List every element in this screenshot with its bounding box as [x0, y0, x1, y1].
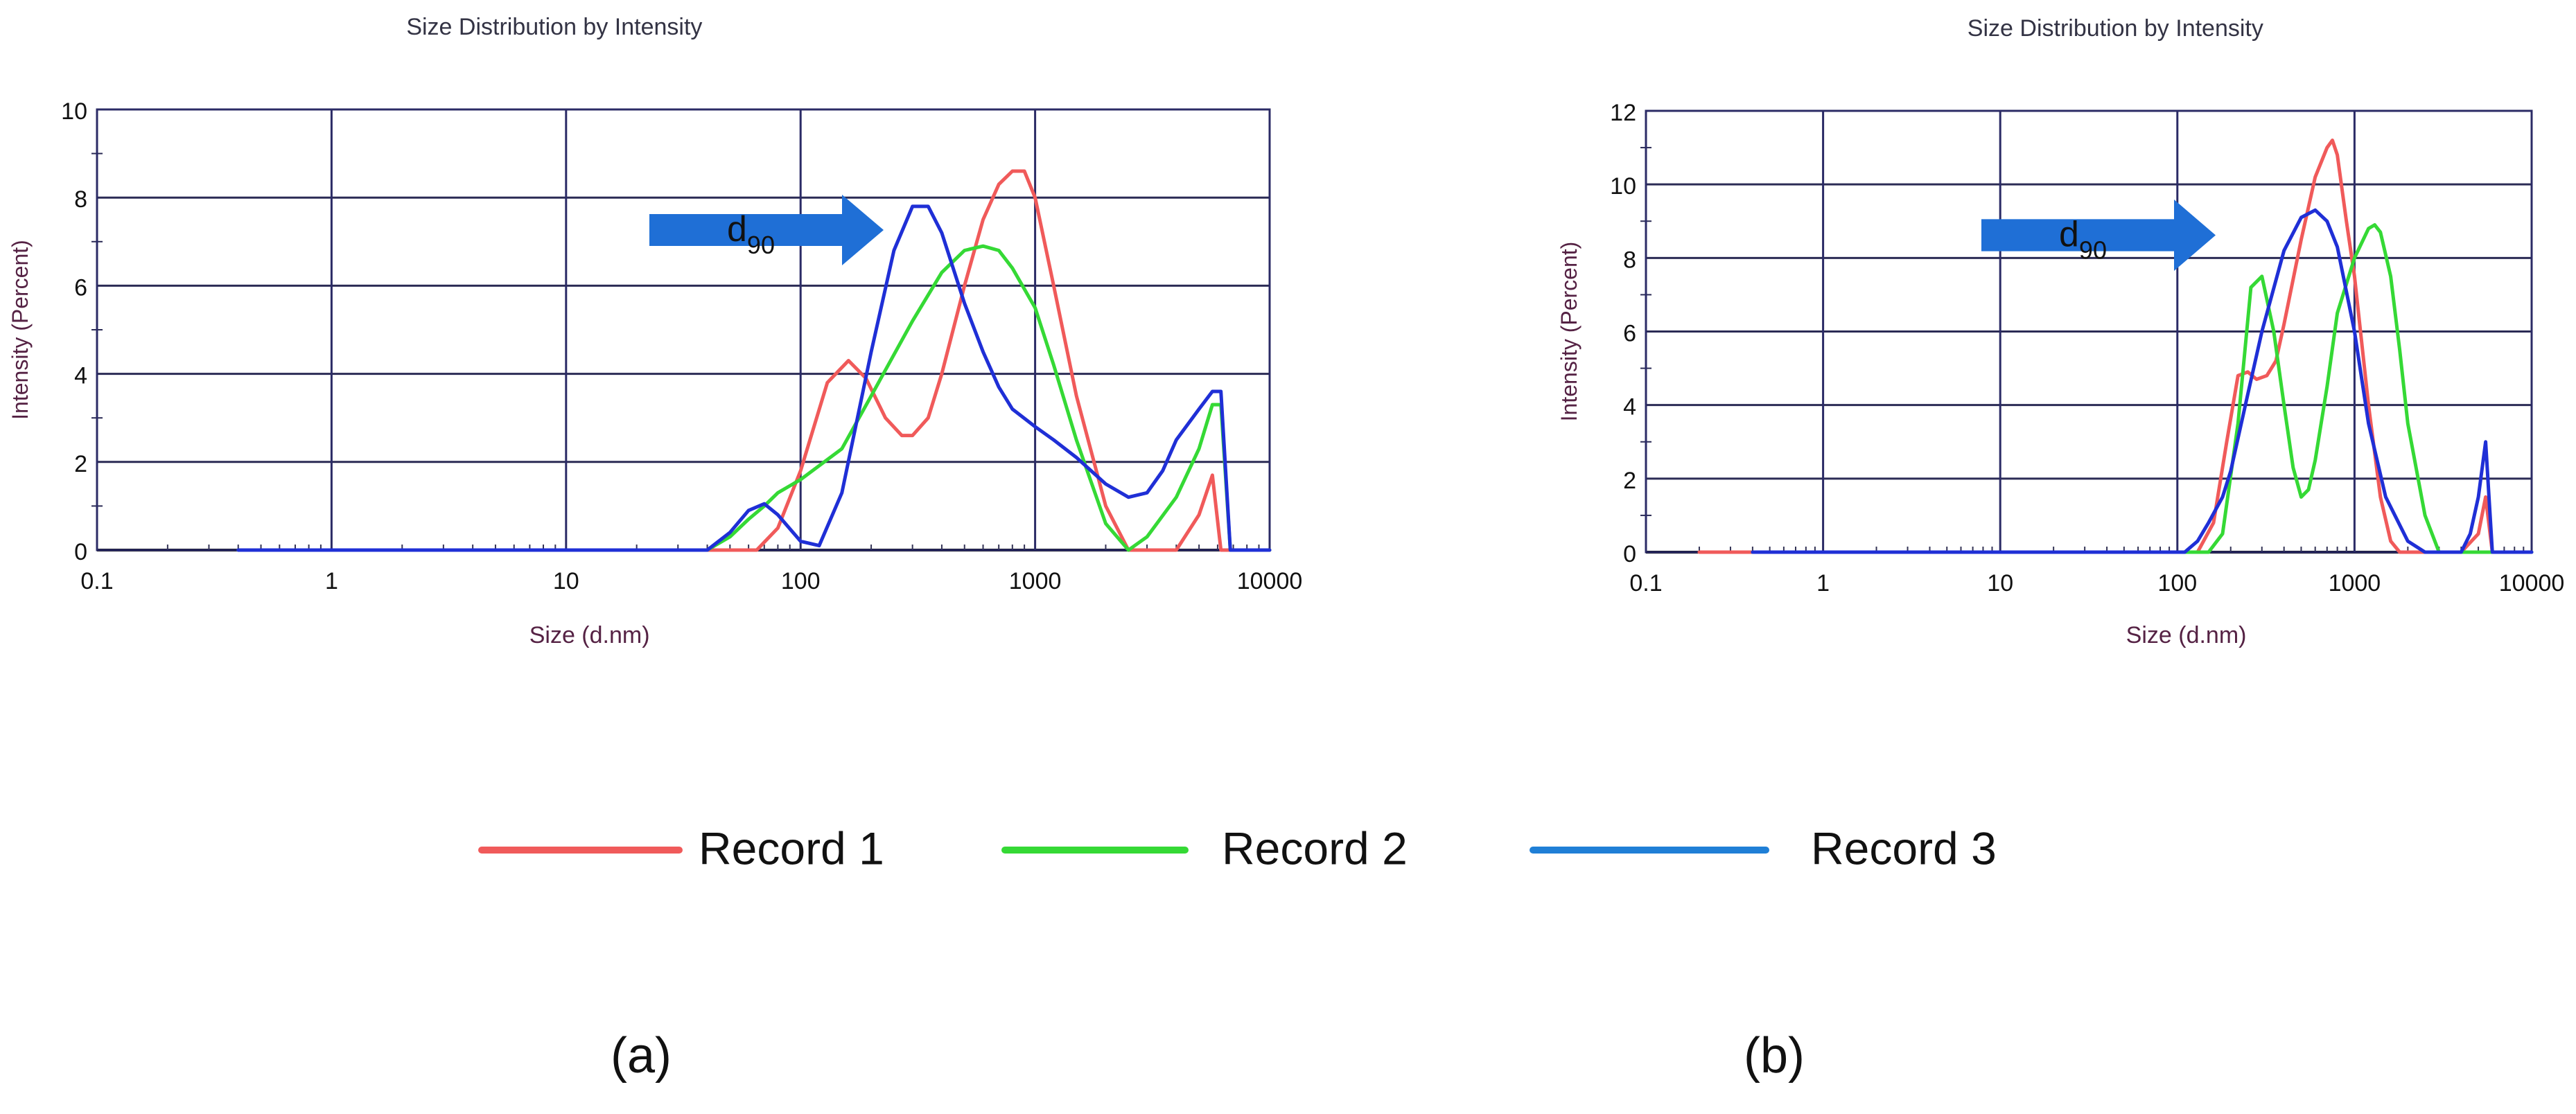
y-tick-label: 2: [74, 451, 87, 477]
chart-panel-a: 0 2 4 6 8 10 0.1 1 10 100 1000 10000 Size Distributi…: [8, 14, 1302, 1084]
d90-subscript: 90: [2079, 236, 2107, 265]
d90-label: d90: [727, 209, 775, 259]
y-tick-label: 2: [1623, 468, 1636, 494]
d90-arrow: [649, 195, 884, 265]
y-tick-label: 0: [74, 539, 87, 565]
x-tick-label: 1000: [2329, 570, 2381, 596]
panel-label: (b): [1744, 1028, 1805, 1084]
y-tick-label: 0: [1623, 541, 1636, 567]
x-tick-label: 1: [325, 568, 338, 594]
series-line-record-1: [236, 169, 1272, 552]
x-tick-label: 10: [553, 568, 579, 594]
x-axis-label: Size (d.nm): [529, 622, 650, 648]
y-tick-label: 10: [1610, 173, 1636, 200]
d90-arrow: [1981, 200, 2216, 271]
x-tick-label: 1: [1816, 570, 1830, 596]
x-tick-label: 10: [1987, 570, 2013, 596]
y-axis-label: Intensity (Percent): [1557, 242, 1581, 422]
y-tick-label: 4: [1623, 394, 1636, 421]
series-line-record-3: [236, 204, 1272, 552]
y-tick-label: 8: [1623, 247, 1636, 273]
panel-label: (a): [611, 1028, 672, 1084]
x-tick-label: 10000: [2499, 570, 2565, 596]
chart-title: Size Distribution by Intensity: [1968, 15, 2263, 42]
x-axis-label: Size (d.nm): [2126, 622, 2247, 648]
series-line-record-2: [1751, 223, 2534, 554]
legend-label-record-2: Record 2: [1222, 822, 1408, 874]
x-tick-label: 10000: [1237, 568, 1303, 594]
x-tick-label: 1000: [1009, 568, 1062, 594]
series-line-record-2: [236, 244, 1272, 552]
d90-label: d90: [2059, 215, 2107, 265]
y-tick-label: 10: [61, 98, 87, 125]
y-tick-label: 12: [1610, 100, 1636, 126]
x-tick-label: 0.1: [80, 568, 113, 594]
chart-title: Size Distribution by Intensity: [406, 14, 702, 40]
d90-subscript: 90: [747, 231, 775, 259]
legend: Record 1 Record 2 Record 3: [478, 822, 1997, 874]
d90-letter: d: [2059, 215, 2079, 255]
legend-label-record-3: Record 3: [1811, 822, 1997, 874]
x-tick-label: 100: [781, 568, 821, 594]
y-tick-label: 4: [74, 363, 87, 389]
x-tick-label: 0.1: [1629, 570, 1662, 596]
d90-letter: d: [727, 209, 747, 249]
chart-panel-b: 0 2 4 6 8 10 12 0.1 1 10 100 1000 10000 Size Distribu…: [1557, 15, 2564, 1084]
y-tick-label: 8: [74, 186, 87, 213]
legend-label-record-1: Record 1: [699, 822, 884, 874]
y-axis-label: Intensity (Percent): [8, 240, 33, 420]
y-tick-label: 6: [74, 274, 87, 301]
series-line-record-3: [1751, 208, 2534, 554]
plot-area: [97, 109, 1270, 550]
y-tick-label: 6: [1623, 321, 1636, 347]
x-tick-label: 100: [2157, 570, 2197, 596]
